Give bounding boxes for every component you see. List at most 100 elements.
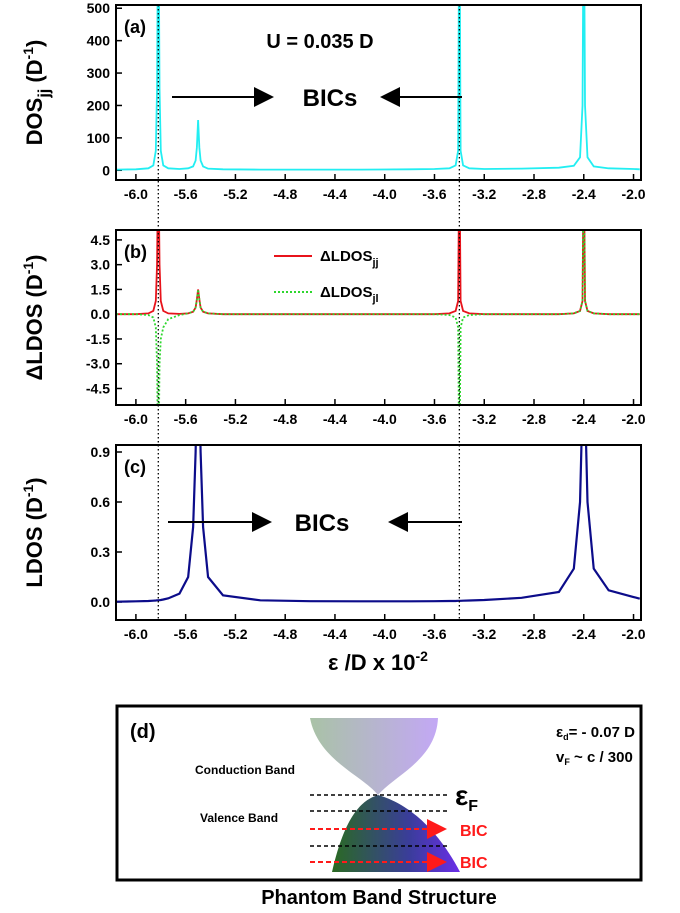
panels: -6.0 -5.6 -5.2 -4.8 -4.4 -4.0 -3.6 -3.2 -2.8 -2.4…: [20, 0, 646, 675]
panel-label: (b): [124, 242, 147, 262]
x-tick-label: -2.8: [522, 186, 546, 202]
x-tick-label: -2.4: [572, 186, 596, 202]
x-tick-label: -2.0: [621, 186, 645, 202]
symbol: ε: [556, 724, 563, 741]
x-tick-label: -4.0: [373, 186, 397, 202]
y-tick-label: -3.0: [86, 356, 110, 372]
label-superscript: -1: [20, 485, 36, 498]
band-label: Conduction Band: [195, 763, 295, 777]
panel: -6.0 -5.6 -5.2 -4.8 -4.4 -4.0 -3.6 -3.2 -2.8 -2.4…: [20, 229, 646, 427]
x-tick-label: -2.4: [572, 411, 596, 427]
x-tick-label: -5.2: [223, 626, 247, 642]
subscript: F: [564, 757, 570, 767]
y-tick-label: -4.5: [86, 380, 110, 396]
x-tick-label: -2.8: [522, 626, 546, 642]
plot-frame: [115, 229, 642, 406]
y-tick-label: 0.3: [91, 544, 111, 560]
band-label: Valence Band: [200, 811, 278, 825]
x-tick-label: -3.2: [472, 186, 496, 202]
data-line: [116, 230, 640, 316]
label-main: ε /D x 10: [328, 650, 415, 675]
diagram-frame: [115, 704, 643, 882]
label-close: ): [22, 254, 47, 261]
x-tick-label: -2.8: [522, 411, 546, 427]
x-tick-label: -3.6: [422, 626, 446, 642]
y-tick-label: -1.5: [86, 331, 110, 347]
label-main: ΔLDOS: [22, 304, 47, 381]
legend-subscript: jl: [371, 293, 378, 305]
label-close: ): [22, 40, 47, 47]
x-tick-label: -3.2: [472, 411, 496, 427]
x-tick-label: -4.0: [373, 626, 397, 642]
caption: Phantom Band Structure: [261, 887, 497, 909]
symbol: v: [556, 749, 565, 766]
plot-frame: [115, 4, 642, 181]
label-superscript: -1: [20, 47, 36, 60]
x-tick-label: -4.8: [273, 186, 297, 202]
y-axis-label: ΔLDOS (D-1): [20, 254, 47, 380]
legend-label: ΔLDOSjj: [320, 248, 379, 269]
x-tick-label: -5.6: [174, 626, 198, 642]
x-tick-label: -2.0: [621, 626, 645, 642]
y-tick-label: 500: [87, 0, 111, 16]
label-main: LDOS: [22, 526, 47, 587]
label-close: ): [22, 477, 47, 484]
x-tick-label: -6.0: [124, 411, 148, 427]
x-tick-label: -4.8: [273, 411, 297, 427]
x-tick-label: -5.6: [174, 186, 198, 202]
x-tick-label: -4.4: [323, 186, 347, 202]
label-unit: (D: [22, 497, 47, 526]
parameter: vF ~ c / 300: [556, 749, 633, 767]
x-tick-label: -5.2: [223, 186, 247, 202]
label-superscript: -1: [20, 262, 36, 275]
x-tick-label: -5.6: [174, 411, 198, 427]
symbol: ε: [455, 780, 468, 811]
x-tick-label: -3.6: [422, 186, 446, 202]
subscript: F: [468, 798, 478, 815]
x-tick-label: -4.8: [273, 626, 297, 642]
bic-label: BIC: [460, 823, 488, 840]
x-tick-label: -6.0: [124, 626, 148, 642]
x-tick-label: -3.2: [472, 626, 496, 642]
data-line: [116, 445, 641, 603]
x-tick-label: -3.6: [422, 411, 446, 427]
panel-label: (a): [124, 17, 146, 37]
band-diagram: (d) Conduction Band Valence Band εF BIC …: [115, 704, 643, 909]
y-tick-label: 0.0: [91, 594, 111, 610]
x-axis-label: ε /D x 10-2: [328, 648, 428, 675]
bic-label: BIC: [460, 855, 488, 872]
y-tick-label: 4.5: [91, 232, 111, 248]
legend-subscript: jj: [371, 257, 378, 269]
x-tick-label: -5.2: [223, 411, 247, 427]
y-axis-label: LDOS (D-1): [20, 477, 47, 587]
y-tick-label: 0.0: [91, 306, 111, 322]
y-tick-label: 3.0: [91, 257, 111, 273]
valence-cone: [332, 795, 460, 872]
legend-label: ΔLDOSjl: [320, 284, 379, 305]
plot-frame: [115, 444, 642, 621]
label-unit: (D: [22, 59, 47, 88]
x-tick-label: -4.4: [323, 626, 347, 642]
data-line: [116, 5, 640, 171]
y-tick-label: 100: [87, 130, 111, 146]
panel: -6.0 -5.6 -5.2 -4.8 -4.4 -4.0 -3.6 -3.2 -2.8 -2.4…: [20, 0, 646, 202]
legend-name: ΔLDOS: [320, 248, 372, 265]
x-tick-label: -2.4: [572, 626, 596, 642]
data-line: [116, 230, 640, 405]
label-subscript: jj: [36, 89, 53, 99]
legend-name: ΔLDOS: [320, 284, 372, 301]
y-tick-label: 200: [87, 97, 111, 113]
y-tick-label: 1.5: [91, 281, 111, 297]
y-axis-label: DOSjj (D-1): [20, 40, 53, 146]
y-tick-label: 400: [87, 33, 111, 49]
x-tick-label: -4.4: [323, 411, 347, 427]
x-tick-label: -2.0: [621, 411, 645, 427]
fermi-label: εF: [455, 780, 478, 815]
panel: -6.0 -5.6 -5.2 -4.8 -4.4 -4.0 -3.6 -3.2 -2.8 -2.4…: [20, 444, 646, 675]
label-main: DOS: [22, 98, 47, 146]
y-tick-label: 0: [102, 162, 110, 178]
parameter: εd= - 0.07 D: [556, 724, 635, 742]
y-tick-label: 300: [87, 65, 111, 81]
panel-label: (c): [124, 457, 146, 477]
